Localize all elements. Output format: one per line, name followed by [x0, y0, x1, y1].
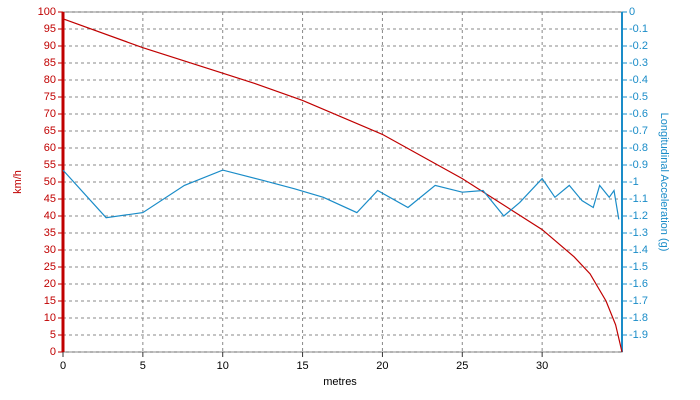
- y2-tick-label: -1.1: [629, 193, 648, 205]
- y2-tick-label: -1.6: [629, 278, 648, 290]
- x-tick-label: 25: [456, 360, 468, 372]
- y-tick-label: 25: [44, 261, 56, 273]
- y-tick-label: 35: [44, 227, 56, 239]
- y-tick-label: 95: [44, 23, 56, 35]
- y2-tick-label: -0.8: [629, 142, 648, 154]
- y2-tick-label: -1.2: [629, 210, 648, 222]
- y-tick-label: 15: [44, 295, 56, 307]
- y-tick-label: 40: [44, 210, 56, 222]
- y-tick-label: 70: [44, 108, 56, 120]
- y2-tick-label: -1.5: [629, 261, 648, 273]
- x-tick-label: 10: [217, 360, 229, 372]
- y-tick-label: 90: [44, 40, 56, 52]
- y-axis-label: km/h: [12, 170, 24, 194]
- y2-tick-label: -1.4: [629, 244, 648, 256]
- y2-tick-label: -0.7: [629, 125, 648, 137]
- x-tick-label: 5: [140, 360, 146, 372]
- y-tick-label: 10: [44, 312, 56, 324]
- y-tick-label: 50: [44, 176, 56, 188]
- y2-tick-label: -0.2: [629, 40, 648, 52]
- y2-tick-label: -0.9: [629, 159, 648, 171]
- y-tick-label: 75: [44, 91, 56, 103]
- y-tick-label: 0: [50, 346, 56, 358]
- y-tick-label: 55: [44, 159, 56, 171]
- y2-tick-label: 0: [629, 6, 635, 18]
- y-tick-label: 5: [50, 329, 56, 341]
- y-tick-label: 85: [44, 57, 56, 69]
- x-tick-label: 30: [536, 360, 548, 372]
- y-tick-label: 45: [44, 193, 56, 205]
- y2-tick-label: -0.3: [629, 57, 648, 69]
- y-tick-label: 60: [44, 142, 56, 154]
- y2-tick-label: -1: [629, 176, 639, 188]
- y-tick-label: 30: [44, 244, 56, 256]
- y2-tick-label: -1.7: [629, 295, 648, 307]
- y2-tick-label: -0.5: [629, 91, 648, 103]
- series-line: [62, 169, 620, 220]
- x-tick-label: 20: [376, 360, 388, 372]
- x-tick-label: 0: [60, 360, 66, 372]
- y2-axis-label: Longitudinal Acceleration (g): [658, 113, 670, 252]
- x-tick-label: 15: [296, 360, 308, 372]
- y-tick-label: 65: [44, 125, 56, 137]
- y2-tick-label: -1.3: [629, 227, 648, 239]
- y-tick-label: 80: [44, 74, 56, 86]
- y-tick-label: 100: [38, 6, 56, 18]
- y2-tick-label: -1.9: [629, 329, 648, 341]
- y2-tick-label: -0.6: [629, 108, 648, 120]
- y2-tick-label: -0.1: [629, 23, 648, 35]
- y2-tick-label: -0.4: [629, 74, 648, 86]
- x-axis-label: metres: [323, 376, 357, 388]
- y-tick-label: 20: [44, 278, 56, 290]
- y2-tick-label: -1.8: [629, 312, 648, 324]
